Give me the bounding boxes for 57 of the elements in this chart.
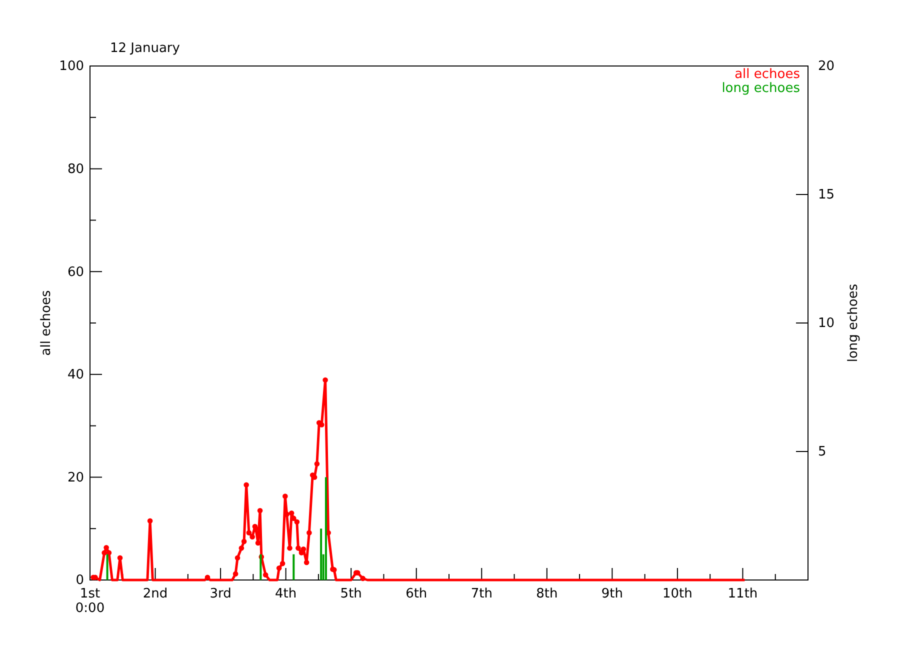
- point: [250, 534, 255, 540]
- y-tick-label: 80: [67, 162, 84, 177]
- text: all echoes: [734, 67, 800, 82]
- point: [294, 519, 300, 525]
- point: [280, 560, 286, 566]
- point: [147, 518, 153, 524]
- point: [246, 530, 252, 536]
- bar: [324, 477, 327, 580]
- y2-tick-label: 10: [818, 316, 835, 332]
- y2-tick-label: 20: [818, 59, 835, 74]
- point: [238, 545, 244, 551]
- y-tick-label: 60: [67, 264, 84, 280]
- point: [234, 555, 240, 561]
- x-tick-label: 9th: [601, 586, 623, 602]
- text: long echoes: [722, 81, 800, 96]
- x-tick-label: 4th: [275, 586, 297, 602]
- x-tick-label: 6th: [406, 586, 428, 602]
- x-tick-label: 11th: [728, 586, 758, 602]
- x-tick-label: 7th: [470, 586, 492, 602]
- point: [102, 550, 108, 556]
- y-tick-label: 20: [67, 470, 84, 486]
- y-tick-label: 40: [67, 368, 84, 383]
- point: [276, 566, 282, 571]
- y-axis-title: all echoes: [39, 290, 54, 356]
- x-tick-label: 8th: [536, 586, 558, 602]
- point: [241, 538, 247, 544]
- point: [282, 494, 288, 499]
- point: [257, 508, 263, 514]
- chart-title: 12 January: [110, 41, 180, 56]
- point: [296, 545, 301, 551]
- point: [306, 530, 312, 536]
- x-tick-label: 3rd: [210, 586, 232, 602]
- point: [304, 560, 310, 566]
- bar: [106, 554, 108, 580]
- y2-axis-title: long echoes: [846, 284, 861, 362]
- point: [287, 545, 292, 551]
- point: [314, 461, 320, 466]
- x-tick-label: 1st 0:00: [75, 586, 105, 616]
- point: [300, 546, 306, 552]
- bar: [260, 554, 262, 580]
- y2-tick-label: 15: [818, 188, 835, 203]
- y2-tick-label: 5: [818, 444, 826, 460]
- point: [322, 377, 328, 383]
- point: [288, 510, 294, 516]
- point: [360, 576, 366, 582]
- x-tick-label: 2nd: [142, 586, 168, 602]
- y-tick-label: 0: [76, 573, 84, 588]
- bar: [292, 554, 295, 580]
- point: [232, 571, 238, 576]
- y-tick-label: 100: [59, 59, 84, 74]
- point: [262, 572, 268, 578]
- point: [106, 550, 112, 556]
- x-tick-label: 5th: [340, 586, 362, 602]
- x-tick-label: 10th: [662, 586, 692, 602]
- bar: [320, 528, 322, 580]
- point: [204, 574, 210, 580]
- point: [244, 482, 249, 488]
